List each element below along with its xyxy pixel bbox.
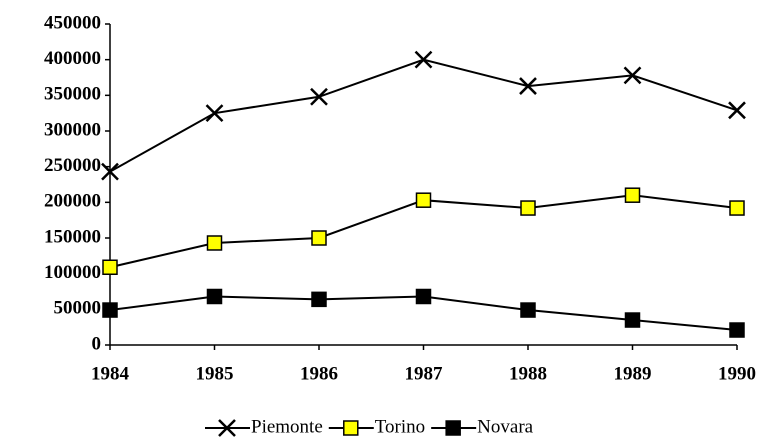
line xyxy=(109,58,738,173)
point xyxy=(415,192,432,208)
x-tick-label: 1990 xyxy=(718,363,756,384)
y-tick-label: 0 xyxy=(92,333,102,354)
y-tick-label: 150000 xyxy=(44,226,101,247)
point xyxy=(311,291,327,308)
y-tick-label: 200000 xyxy=(44,191,101,212)
point xyxy=(310,87,328,106)
x-tick-label: 1987 xyxy=(405,363,444,384)
y-tick-label: 250000 xyxy=(44,155,101,176)
x-tick-label: 1988 xyxy=(509,363,547,384)
point xyxy=(102,259,118,275)
series xyxy=(101,50,746,181)
legend-label: Torino xyxy=(375,416,425,437)
legend-marker xyxy=(343,420,359,436)
point xyxy=(728,101,746,120)
legend-label: Piemonte xyxy=(251,416,323,437)
point xyxy=(311,230,327,246)
point xyxy=(206,235,223,251)
point xyxy=(205,104,224,123)
point xyxy=(101,162,119,181)
y-tick-label: 300000 xyxy=(44,119,101,140)
legend-label: Novara xyxy=(477,416,533,437)
point xyxy=(520,200,536,216)
series xyxy=(102,187,745,275)
legend-marker xyxy=(445,420,461,436)
point xyxy=(415,288,432,305)
y-tick-label: 50000 xyxy=(54,298,102,319)
point xyxy=(206,288,223,305)
y-tick-label: 350000 xyxy=(44,84,101,105)
x-tick-label: 1984 xyxy=(91,363,130,384)
point xyxy=(729,322,745,338)
point xyxy=(414,50,433,69)
series xyxy=(102,288,745,338)
point xyxy=(624,187,641,203)
x-tick-label: 1986 xyxy=(300,363,338,384)
point xyxy=(102,302,118,318)
legend-marker xyxy=(218,419,236,437)
point xyxy=(520,302,536,318)
y-tick-label: 100000 xyxy=(44,262,101,283)
y-tick-label: 400000 xyxy=(44,48,101,69)
x-tick-label: 1989 xyxy=(614,363,652,384)
legend: Piemonte Torino Novara xyxy=(205,416,534,437)
point xyxy=(623,66,642,85)
y-tick-label: 450000 xyxy=(44,12,101,33)
point xyxy=(729,200,745,216)
x-tick-label: 1985 xyxy=(196,363,234,384)
point xyxy=(519,77,537,95)
point xyxy=(624,312,641,328)
